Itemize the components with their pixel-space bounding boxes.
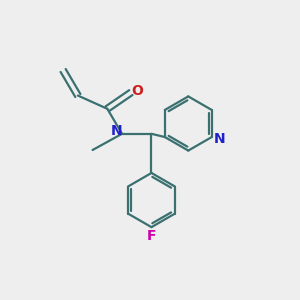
Text: F: F bbox=[147, 229, 156, 243]
Text: N: N bbox=[111, 124, 122, 138]
Text: N: N bbox=[213, 131, 225, 146]
Text: O: O bbox=[131, 84, 143, 98]
